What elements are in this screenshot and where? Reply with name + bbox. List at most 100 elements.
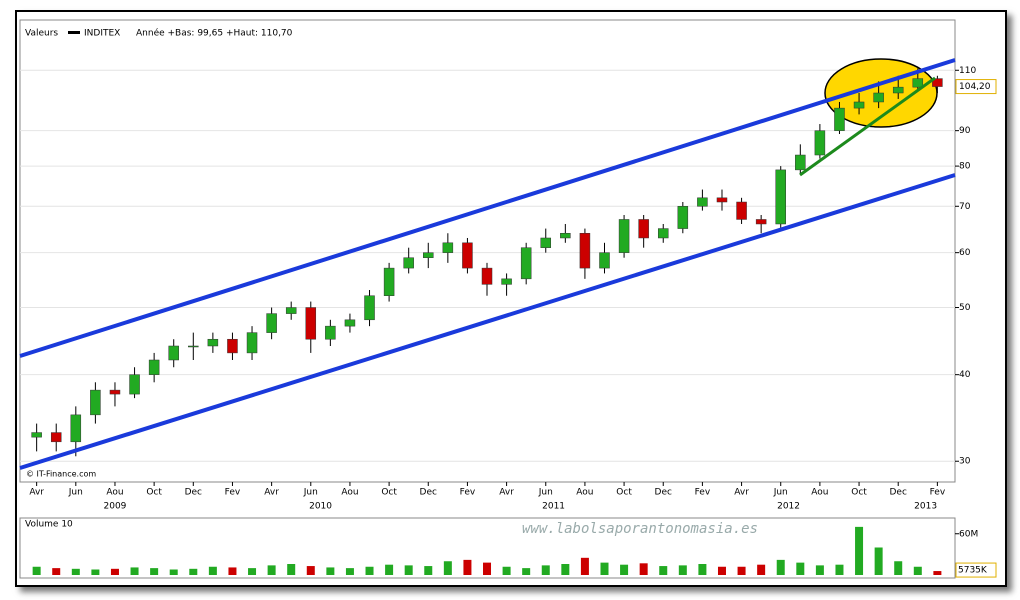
volume-bar [287, 564, 296, 575]
lower-channel-line [19, 173, 956, 470]
volume-bar [776, 559, 785, 575]
candle-body [795, 154, 806, 171]
volume-last-box [955, 562, 997, 578]
candle-body [129, 374, 140, 395]
candle-body [50, 432, 62, 443]
volume-title: Volume 10 [25, 520, 73, 530]
year-label: 2013 [914, 502, 937, 512]
candle-body [403, 257, 414, 269]
candle-body [246, 332, 258, 354]
volume-bar [639, 563, 648, 575]
x-tick-label: Aou [576, 488, 593, 498]
watermark: www.labolsaporantonomasia.es [522, 521, 758, 537]
volume-bar [698, 564, 707, 575]
candle-body [207, 338, 219, 347]
volume-bar [855, 526, 864, 575]
candle-body [697, 197, 708, 207]
volume-bar [894, 561, 903, 575]
volume-bar [404, 565, 413, 575]
candle-body [657, 228, 669, 239]
volume-bar [678, 565, 687, 575]
volume-bar [306, 566, 315, 575]
volume-bar [71, 568, 80, 575]
candle-body [383, 267, 395, 296]
x-tick-label: Oct [851, 488, 867, 498]
volume-bar [835, 564, 844, 575]
candle-body [501, 278, 512, 285]
volume-bar [541, 565, 550, 575]
x-tick-label: Aou [106, 488, 123, 498]
volume-bar [502, 566, 511, 575]
candle-body [599, 252, 610, 269]
candle-body [305, 307, 317, 340]
candle-body [285, 307, 297, 314]
year-label: 2009 [104, 502, 127, 512]
volume-bar [130, 567, 139, 575]
volume-bar [169, 569, 178, 575]
volume-bar [228, 567, 237, 575]
legend-range: Année +Bas: 99,65 +Haut: 110,70 [136, 28, 293, 39]
volume-bar [91, 569, 100, 575]
volume-bar [757, 564, 766, 575]
x-tick-label: Avr [264, 488, 279, 498]
volume-bar [267, 565, 276, 575]
volume-bar [717, 566, 726, 575]
volume-bar [326, 567, 335, 575]
volume-bar [522, 568, 531, 575]
candle-body [618, 219, 630, 253]
x-tick-label: Aou [341, 488, 358, 498]
x-tick-label: Avr [29, 488, 44, 498]
y-tick-label: 30 [959, 457, 971, 467]
x-tick-label: Avr [499, 488, 514, 498]
volume-bar [208, 566, 217, 575]
x-tick-label: Jun [773, 488, 788, 498]
x-tick-label: Avr [734, 488, 749, 498]
upper-channel-line [19, 58, 956, 358]
x-tick-label: Oct [616, 488, 632, 498]
volume-bar [443, 561, 452, 575]
last-price-box [955, 79, 997, 95]
x-tick-label: Dec [890, 488, 907, 498]
x-tick-label: Dec [420, 488, 437, 498]
volume-bar [385, 564, 394, 575]
candle-body [873, 92, 884, 103]
legend-swatch [68, 31, 80, 34]
candle-body [188, 345, 199, 348]
candle-body [677, 206, 689, 229]
volume-bar [463, 559, 472, 575]
candle-body [442, 242, 454, 253]
x-tick-label: Dec [655, 488, 672, 498]
candle-body [109, 389, 121, 395]
volume-bar [600, 562, 609, 575]
y-tick-label: 70 [959, 202, 971, 212]
volume-bar [150, 568, 159, 575]
volume-bar [620, 564, 629, 575]
candle-body [775, 169, 786, 225]
volume-bar [110, 568, 119, 575]
candle-body [70, 414, 82, 443]
volume-bar [796, 562, 805, 575]
volume-tick-label: 60M [959, 529, 978, 539]
y-tick-label: 50 [959, 303, 971, 313]
candle-body [344, 319, 356, 327]
candle-body [736, 201, 747, 220]
volume-bar [365, 566, 374, 575]
last-price-label: 104,20 [959, 82, 991, 92]
candle-body [912, 78, 924, 88]
x-tick-label: Fev [460, 488, 476, 498]
x-tick-label: Dec [185, 488, 202, 498]
volume-bar [913, 566, 922, 575]
candle-body [834, 107, 845, 131]
candle-body [892, 86, 904, 94]
x-tick-label: Oct [146, 488, 162, 498]
volume-bar [933, 571, 942, 575]
candle-body [755, 219, 767, 225]
x-tick-label: Fev [695, 488, 711, 498]
x-tick-label: Fev [930, 488, 946, 498]
candle-body [90, 389, 101, 416]
candle-body [423, 252, 434, 258]
candle-body [462, 242, 473, 269]
volume-bar [561, 564, 570, 575]
volume-bar [580, 557, 589, 575]
